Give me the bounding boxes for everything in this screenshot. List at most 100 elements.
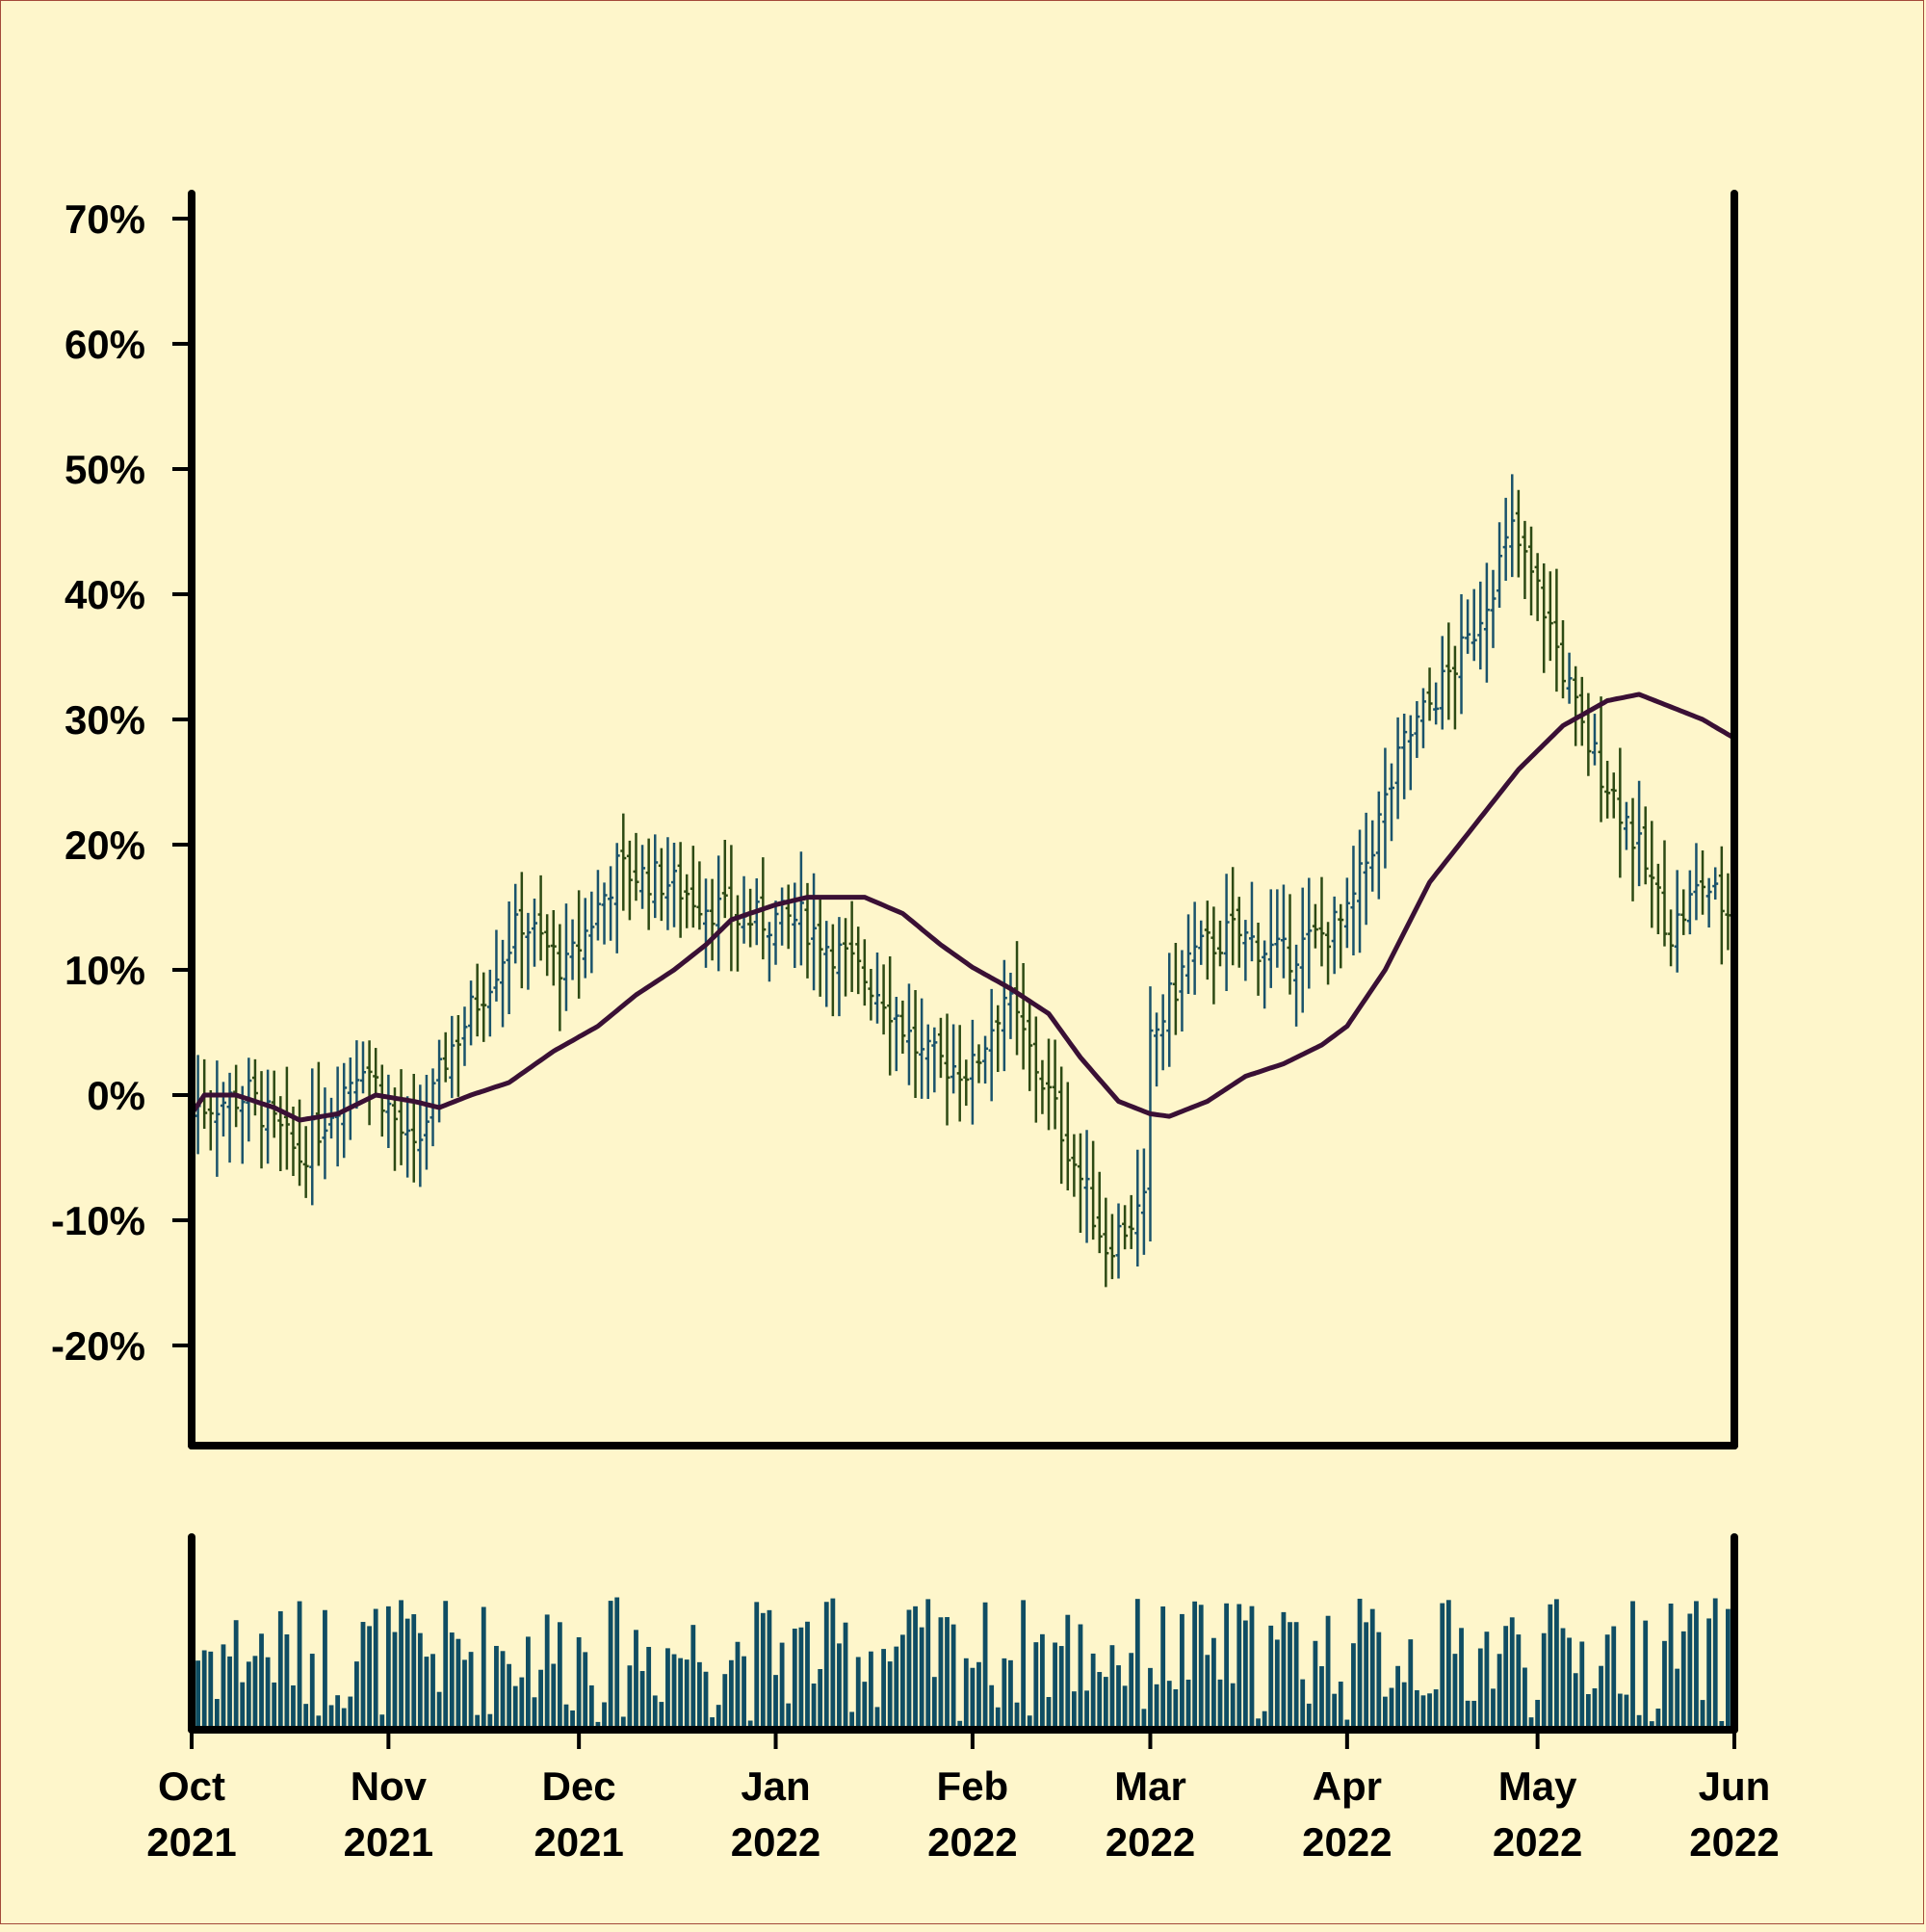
volume-bar <box>849 1711 855 1730</box>
ohlc-bar <box>1439 636 1445 730</box>
volume-bar <box>894 1646 899 1730</box>
ohlc-bar <box>919 998 925 1099</box>
volume-bar <box>297 1601 302 1730</box>
volume-bar <box>360 1622 366 1730</box>
ohlc-bar <box>1654 863 1661 935</box>
ohlc-bar <box>1198 920 1205 965</box>
ohlc-bar <box>1140 1148 1147 1255</box>
ohlc-bar <box>1465 599 1471 654</box>
ohlc-bar <box>1451 645 1458 730</box>
ohlc-bar <box>1591 714 1598 766</box>
volume-bar <box>855 1657 861 1730</box>
volume-bar <box>500 1651 506 1730</box>
ohlc-bar <box>353 1040 360 1110</box>
volume-bar <box>1211 1637 1216 1730</box>
ohlc-bar <box>1338 903 1344 969</box>
ohlc-bar <box>518 872 525 989</box>
ohlc-bar <box>1312 903 1318 949</box>
ohlc-bar <box>297 1099 303 1187</box>
ohlc-bar <box>937 1017 944 1079</box>
volume-bar <box>443 1601 449 1730</box>
x-tick-month-label: Nov <box>351 1763 428 1809</box>
ohlc-bar <box>613 843 620 953</box>
volume-bar <box>1655 1709 1661 1730</box>
volume-bar <box>1268 1625 1274 1730</box>
ohlc-bar <box>843 918 849 997</box>
volume-bar <box>1516 1634 1522 1730</box>
ohlc-bar <box>652 834 659 919</box>
ohlc-bar <box>1642 806 1649 885</box>
volume-bar <box>1636 1714 1642 1730</box>
ohlc-bar <box>1363 812 1369 926</box>
ohlc-bar <box>1522 520 1528 599</box>
volume-bar <box>950 1624 956 1730</box>
ohlc-bar <box>976 1044 982 1083</box>
ohlc-bar <box>1725 873 1731 951</box>
volume-bar <box>507 1663 512 1730</box>
ohlc-bar <box>1325 922 1332 985</box>
ohlc-bar <box>664 837 671 930</box>
volume-bar <box>747 1720 753 1730</box>
volume-bar <box>519 1677 525 1730</box>
ohlc-bar <box>322 1087 328 1180</box>
ohlc-bar <box>766 922 772 982</box>
volume-bar <box>843 1622 848 1730</box>
ohlc-bar <box>1350 846 1357 956</box>
volume-bar <box>227 1656 232 1730</box>
volume-bar <box>494 1645 499 1730</box>
ohlc-bar <box>1623 801 1629 850</box>
volume-bar <box>1090 1653 1096 1730</box>
volume-bar <box>703 1671 709 1730</box>
volume-bar <box>1262 1710 1267 1730</box>
volume-bar <box>1236 1604 1242 1730</box>
ohlc-bar <box>1547 571 1553 662</box>
volume-bar <box>627 1665 633 1730</box>
ohlc-bar <box>226 1072 233 1163</box>
volume-bar <box>1465 1700 1471 1730</box>
volume-bar <box>323 1609 327 1730</box>
volume-bar <box>1452 1654 1458 1730</box>
volume-bar <box>1134 1599 1140 1730</box>
ohlc-bar <box>1515 489 1522 578</box>
volume-bar <box>1109 1645 1115 1730</box>
volume-bar <box>652 1695 658 1730</box>
ohlc-bar <box>703 878 709 968</box>
volume-bar <box>1477 1648 1483 1730</box>
volume-bar <box>1643 1620 1649 1730</box>
volume-bar <box>404 1618 410 1730</box>
volume-bar <box>1103 1677 1108 1730</box>
ohlc-bar <box>468 980 475 1046</box>
volume-bar <box>665 1648 670 1730</box>
volume-bar <box>1300 1679 1306 1730</box>
ohlc-bar <box>1502 497 1509 581</box>
volume-bar <box>468 1652 474 1730</box>
volume-bar <box>576 1636 582 1730</box>
ohlc-bar <box>1471 588 1477 662</box>
ohlc-bar <box>924 1024 931 1100</box>
volume-bar <box>754 1602 760 1730</box>
volume-bar <box>1369 1608 1375 1730</box>
ohlc-bar <box>283 1066 290 1170</box>
volume-bar <box>1198 1605 1204 1730</box>
volume-bar <box>221 1644 226 1730</box>
ohlc-bar <box>1210 906 1217 1005</box>
ohlc-bar <box>747 888 754 948</box>
volume-bars <box>189 1597 1737 1730</box>
volume-bar <box>277 1610 283 1730</box>
volume-bar <box>1160 1606 1166 1730</box>
ohlc-bar <box>265 1069 272 1164</box>
ohlc-bar <box>741 875 747 944</box>
volume-bar <box>760 1612 766 1730</box>
ohlc-bar <box>1718 846 1725 965</box>
ohlc-bar <box>893 996 899 1072</box>
x-tick-month-label: Mar <box>1114 1763 1186 1809</box>
ohlc-bar <box>1629 797 1636 901</box>
volume-bar <box>634 1630 638 1730</box>
volume-bar <box>1528 1717 1534 1730</box>
x-tick-month-label: Feb <box>937 1763 1009 1809</box>
y-tick-label: 70% <box>65 196 145 242</box>
ohlc-bar <box>1458 594 1465 715</box>
volume-bar <box>690 1625 696 1730</box>
moving-average <box>189 692 1736 1123</box>
volume-bar <box>272 1682 277 1730</box>
